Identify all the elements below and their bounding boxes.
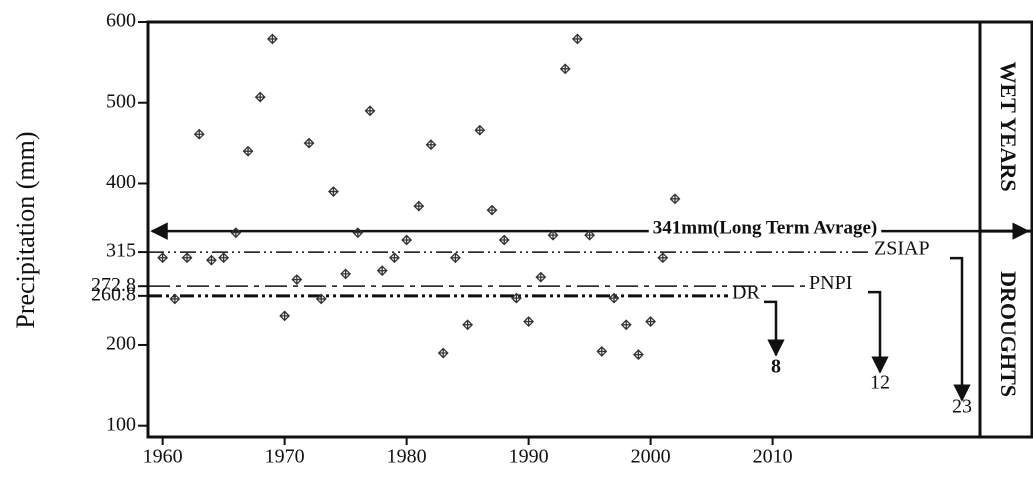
- point: [340, 268, 352, 280]
- point: [242, 145, 254, 157]
- point: [657, 252, 669, 264]
- point: [584, 229, 596, 241]
- point: [486, 204, 498, 216]
- y-tick-label: 315: [106, 240, 136, 262]
- drought-count: 8: [771, 356, 781, 378]
- point: [315, 293, 327, 305]
- point: [645, 316, 657, 327]
- point: [571, 33, 583, 45]
- y-tick-label: 500: [106, 90, 136, 112]
- point: [230, 227, 242, 239]
- threshold-arrow: [950, 256, 971, 402]
- point: [608, 292, 620, 304]
- x-tick-label: 1960: [143, 446, 183, 468]
- point: [303, 137, 315, 149]
- drought-count: 23: [952, 396, 972, 418]
- point: [279, 310, 291, 322]
- point: [535, 271, 547, 283]
- y-tick-label: 100: [106, 413, 136, 435]
- point: [559, 63, 571, 75]
- point: [181, 252, 193, 264]
- point: [462, 319, 474, 331]
- panel-label: DROUGHTS: [996, 271, 1021, 397]
- y-tick-label: 260.8: [91, 283, 136, 305]
- point: [523, 316, 535, 327]
- point: [547, 229, 559, 241]
- point: [389, 252, 400, 264]
- point: [450, 252, 461, 264]
- point: [254, 91, 266, 103]
- y-axis-label: Precipitation (mm): [11, 131, 40, 328]
- drought-count: 12: [870, 372, 890, 394]
- y-tick-label: 272.8: [91, 274, 136, 296]
- point: [620, 319, 632, 331]
- point: [157, 252, 169, 264]
- point: [632, 349, 644, 361]
- x-tick-label: 1970: [265, 446, 305, 468]
- label-bg: [648, 217, 882, 239]
- x-tick-label: 1990: [509, 446, 549, 468]
- threshold-label: ZSIAP: [874, 238, 930, 260]
- point: [193, 128, 205, 140]
- threshold-label: PNPI: [809, 272, 852, 294]
- point: [669, 193, 681, 205]
- point: [218, 252, 230, 264]
- point: [328, 186, 339, 197]
- point: [352, 227, 364, 239]
- threshold-arrow: [764, 300, 785, 357]
- point: [425, 139, 437, 151]
- point: [401, 234, 413, 246]
- point: [511, 292, 522, 304]
- y-tick-label: 600: [106, 10, 136, 32]
- x-tick-label: 2000: [631, 446, 671, 468]
- point: [267, 33, 278, 45]
- point: [437, 347, 449, 359]
- y-tick-label: 200: [106, 333, 136, 355]
- point: [498, 234, 510, 246]
- average-label: 341mm(Long Term Avrage): [653, 217, 877, 238]
- panel-label: WET YEARS: [996, 61, 1021, 191]
- point: [413, 200, 425, 212]
- threshold-label: DR: [732, 281, 760, 303]
- y-tick-label: 400: [106, 171, 136, 193]
- threshold-arrow: [868, 290, 889, 374]
- point: [206, 254, 217, 266]
- point: [364, 105, 376, 117]
- point: [474, 124, 486, 136]
- x-tick-label: 1980: [387, 446, 427, 468]
- x-tick-label: 2010: [753, 446, 793, 468]
- point: [291, 274, 303, 285]
- point: [596, 345, 608, 357]
- point: [376, 265, 388, 277]
- point: [169, 293, 181, 305]
